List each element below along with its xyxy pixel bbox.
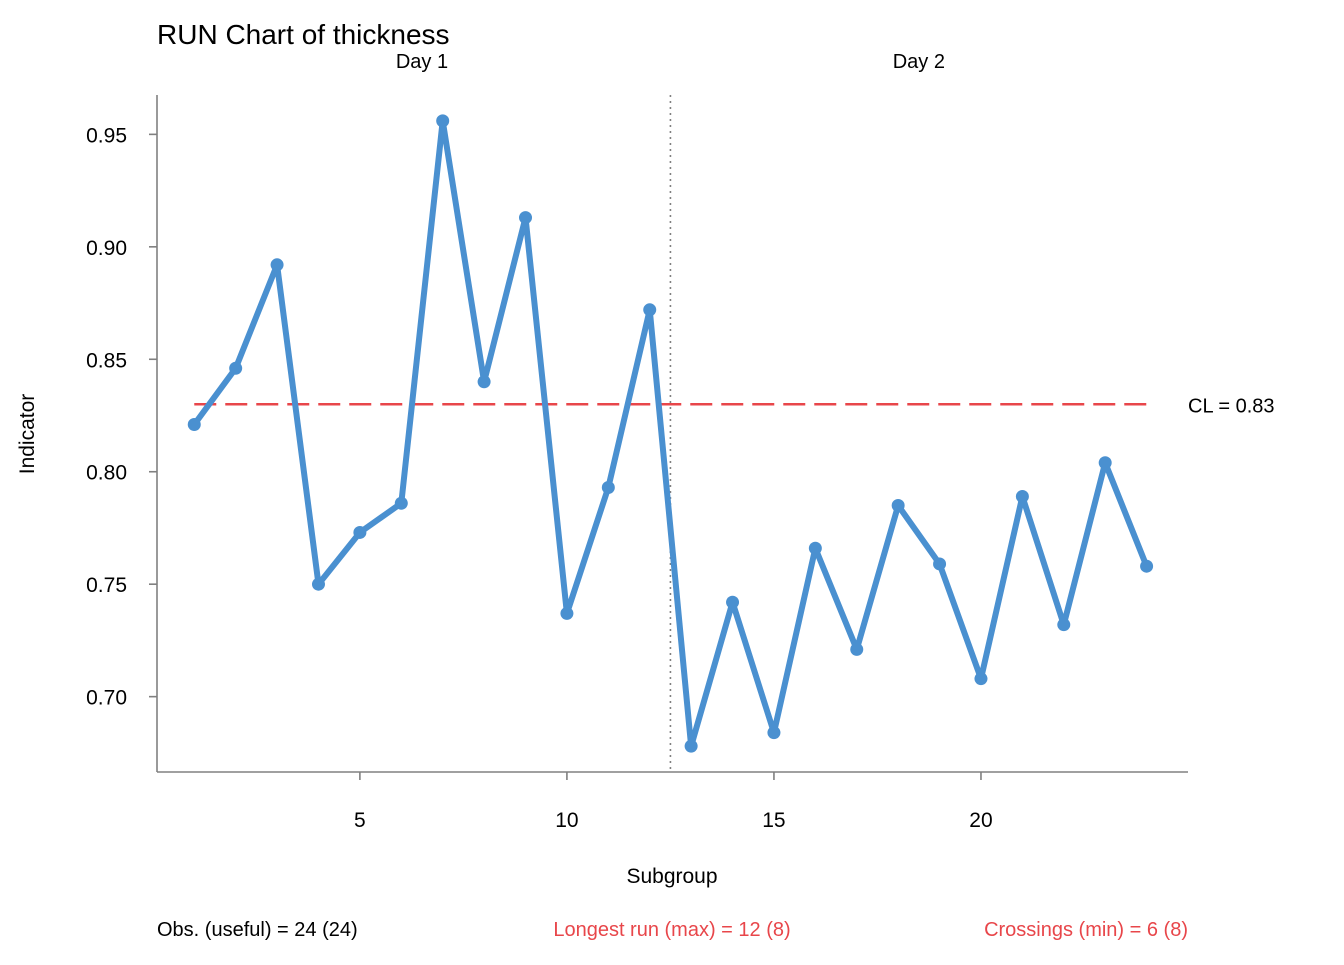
- footer-crossings: Crossings (min) = 6 (8): [984, 919, 1188, 941]
- phase-labels: Day 1 Day 2: [396, 51, 945, 73]
- data-point: [974, 672, 988, 686]
- y-ticks: 0.70 0.75 0.80 0.85 0.90 0.95: [86, 124, 157, 710]
- data-point: [229, 361, 243, 375]
- y-axis-label: Indicator: [16, 394, 39, 475]
- data-point: [394, 496, 408, 510]
- data-point: [270, 258, 284, 272]
- data-point: [560, 606, 574, 620]
- data-point: [684, 739, 698, 753]
- axes: [156, 95, 1188, 773]
- data-point: [726, 595, 740, 609]
- x-tick-label: 20: [969, 809, 992, 832]
- footer-longest-run: Longest run (max) = 12 (8): [553, 919, 790, 941]
- data-point: [643, 303, 657, 317]
- data-point: [519, 211, 533, 225]
- data-point: [353, 525, 367, 539]
- data-point: [477, 375, 491, 389]
- data-point: [767, 726, 781, 740]
- data-point: [436, 114, 450, 128]
- data-point: [311, 577, 325, 591]
- x-tick-label: 10: [555, 809, 578, 832]
- footer-obs: Obs. (useful) = 24 (24): [157, 919, 358, 941]
- y-tick-label: 0.85: [86, 349, 127, 372]
- x-ticks: 5 10 15 20: [354, 772, 993, 832]
- phase-label: Day 1: [396, 51, 448, 73]
- data-point: [933, 557, 947, 571]
- data-point: [187, 418, 201, 432]
- x-tick-label: 15: [762, 809, 785, 832]
- data-point: [1140, 559, 1154, 573]
- data-point: [601, 480, 615, 494]
- data-point: [1057, 618, 1071, 632]
- center-line-label: CL = 0.83: [1188, 395, 1275, 417]
- y-tick-label: 0.70: [86, 687, 127, 710]
- data-point: [1098, 456, 1112, 470]
- chart-title: RUN Chart of thickness: [157, 19, 450, 50]
- y-tick-label: 0.80: [86, 462, 127, 485]
- data-point: [891, 498, 905, 512]
- data-point: [808, 541, 822, 555]
- x-tick-label: 5: [354, 809, 366, 832]
- data-point: [1015, 489, 1029, 503]
- series-group: [187, 114, 1154, 753]
- data-point: [850, 642, 864, 656]
- series-line: [191, 117, 1150, 750]
- y-tick-label: 0.95: [86, 124, 127, 147]
- phase-label: Day 2: [893, 51, 945, 73]
- y-tick-label: 0.90: [86, 237, 127, 260]
- y-tick-label: 0.75: [86, 574, 127, 597]
- x-axis-label: Subgroup: [626, 865, 717, 888]
